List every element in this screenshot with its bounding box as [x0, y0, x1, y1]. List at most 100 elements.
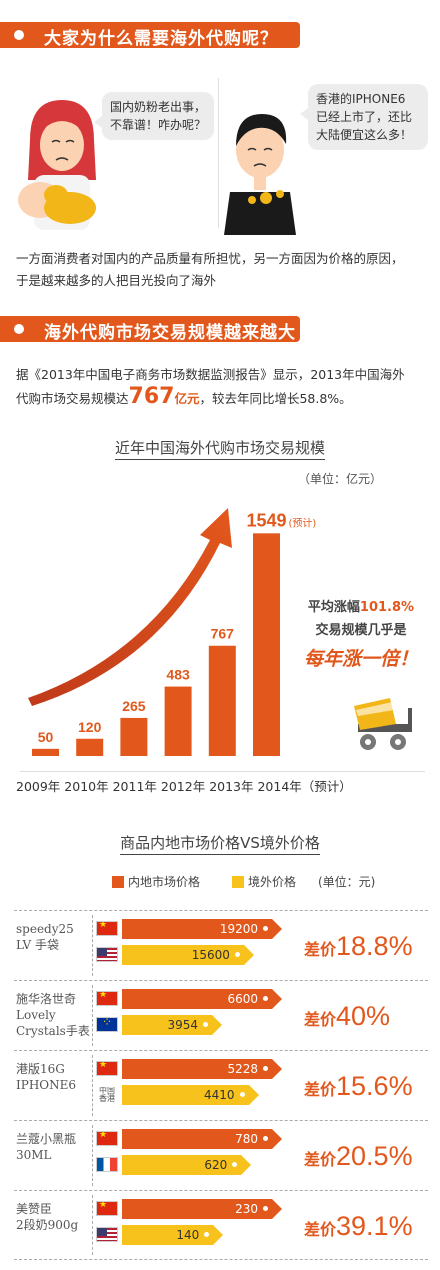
product-name: 美赞臣 2段奶900g: [16, 1201, 92, 1233]
bubble-line: 香港的IPHONE6: [316, 92, 406, 106]
section-header-scale: 海外代购市场交易规模越来越大: [0, 316, 440, 343]
bar-value-label: 483: [166, 667, 190, 683]
cn-flag-icon: [96, 921, 118, 936]
price-difference: 差价18.8%: [304, 931, 413, 962]
growth-bar: [164, 686, 192, 756]
bar-value-label: 50: [38, 729, 54, 745]
product-name-line: 美赞臣: [16, 1202, 53, 1216]
worried-man-icon: [224, 114, 296, 235]
legend-swatch: [232, 876, 244, 888]
left-speech-bubble: 国内奶粉老出事， 不靠谱！咋办呢？: [94, 92, 214, 140]
header-bar: [0, 316, 300, 342]
price-difference: 差价15.6%: [304, 1071, 413, 1102]
section-title: 海外代购市场交易规模越来越大: [44, 323, 296, 343]
illustration-scene: 国内奶粉老出事， 不靠谱！咋办呢？ 香港的IPHONE6 已经上市了，还比 大陆…: [0, 70, 440, 235]
row-separator: [92, 1055, 93, 1116]
intro-line: 一方面消费者对国内的产品质量有所担忧，另一方面因为价格的原因，: [16, 251, 404, 266]
right-speech-bubble: 香港的IPHONE6 已经上市了，还比 大陆便宜这么多！: [300, 84, 428, 150]
x-tick-label: 2014年（预计）: [257, 779, 352, 794]
report-line: 代购市场交易规模达767亿元，较去年同比增长58.8%。: [16, 386, 428, 410]
product-name-line: 兰蔻小黑瓶: [16, 1132, 77, 1146]
header-dot-icon: [14, 30, 24, 40]
product-name-line: Lovely: [16, 1008, 56, 1022]
comparison-row: 施华洛世奇 Lovely Crystals手表 6600 3954 差价40%: [14, 980, 428, 1050]
report-line: 据《2013年中国电子商务市场数据监测报告》显示，2013年中国海外: [16, 367, 405, 382]
growth-note-line3: 每年涨一倍！: [303, 648, 418, 670]
product-name-line: 施华洛世奇: [16, 992, 77, 1006]
row-separator: [92, 1125, 93, 1186]
product-name-line: LV 手袋: [16, 938, 60, 952]
diff-label: 差价: [304, 1150, 337, 1169]
highlight-unit: 亿元: [174, 391, 200, 406]
scene-divider: [218, 78, 219, 228]
eu-flag-icon: [96, 1017, 118, 1032]
cn-flag-icon: [96, 991, 118, 1006]
cn-flag-icon: [96, 1201, 118, 1216]
row-separator: [92, 985, 93, 1046]
growth-unit-note: （单位：亿元）: [298, 472, 383, 486]
x-tick-label: 2011年: [112, 779, 157, 794]
product-name: speedy25 LV 手袋: [16, 921, 92, 953]
x-axis-labels: 2009年 2010年 2011年 2012年 2013年 2014年（预计）: [16, 776, 352, 795]
growth-bar: [253, 533, 280, 756]
hk-flag-icon: 中国 香港: [96, 1087, 118, 1102]
growth-bar-chart: 50 120 265 483 767 1549 (预计): [28, 508, 317, 756]
domestic-price-value: 230: [235, 1199, 272, 1219]
diff-value: 39.1%: [336, 1211, 413, 1241]
price-difference: 差价40%: [304, 1001, 390, 1032]
bubble-line: 大陆便宜这么多！: [316, 128, 413, 142]
product-name-line: Crystals手表: [16, 1024, 90, 1038]
bubble-line: 不靠谱！咋办呢？: [110, 118, 207, 132]
legend-domestic: 内地市场价格: [112, 873, 200, 890]
cement-mixer-icon: [354, 698, 412, 750]
intro-paragraph: 一方面消费者对国内的产品质量有所担忧，另一方面因为价格的原因， 于是越来越多的人…: [16, 248, 428, 292]
bubble-line: 已经上市了，还比: [316, 110, 413, 124]
legend-unit: (单位：元): [318, 875, 376, 889]
row-separator: [92, 1195, 93, 1255]
row-separator: [92, 915, 93, 976]
growth-bar: [32, 748, 59, 756]
x-axis-line: [20, 771, 425, 772]
domestic-price-value: 19200: [220, 919, 272, 939]
flag-text: 香港: [99, 1094, 115, 1103]
comparison-row: 兰蔻小黑瓶 30ML 780 620 差价20.5%: [14, 1120, 428, 1190]
overseas-price-value: 3954: [167, 1015, 212, 1035]
product-name-line: 30ML: [16, 1148, 52, 1162]
worried-mother-icon: [18, 100, 96, 230]
growth-note-line1: 平均涨幅101.8%: [307, 600, 415, 615]
fr-flag-icon: [96, 1157, 118, 1172]
overseas-price-value: 4410: [204, 1085, 249, 1105]
diff-value: 18.8%: [336, 931, 413, 961]
product-name: 港版16G IPHONE6: [16, 1061, 92, 1093]
overseas-price-value: 620: [204, 1155, 241, 1175]
cn-flag-icon: [96, 1061, 118, 1076]
product-name: 兰蔻小黑瓶 30ML: [16, 1131, 92, 1163]
domestic-price-value: 780: [235, 1129, 272, 1149]
section-title: 大家为什么需要海外代购呢？: [44, 29, 278, 49]
report-suffix: ，较去年同比增长58.8%。: [199, 391, 352, 406]
bar-value-label: 120: [78, 719, 102, 735]
x-tick-label: 2012年: [160, 779, 206, 794]
growth-rate-value: 101.8%: [359, 600, 415, 615]
domestic-price-value: 5228: [227, 1059, 272, 1079]
characters-illustration: [18, 100, 296, 235]
price-difference: 差价39.1%: [304, 1211, 413, 1242]
diff-label: 差价: [304, 940, 337, 959]
header-bar: [0, 22, 300, 48]
growth-chart-title: 近年中国海外代购市场交易规模: [0, 437, 440, 460]
product-name-line: IPHONE6: [16, 1078, 77, 1092]
bubble-line: 国内奶粉老出事，: [110, 100, 207, 114]
growth-bar: [120, 717, 148, 756]
growth-note-line2: 交易规模几乎是: [315, 623, 407, 638]
growth-bar: [76, 738, 104, 756]
overseas-price-value: 15600: [192, 945, 244, 965]
report-paragraph: 据《2013年中国电子商务市场数据监测报告》显示，2013年中国海外 代购市场交…: [16, 364, 428, 410]
us-flag-icon: [96, 947, 118, 962]
forecast-tag: (预计): [289, 516, 317, 529]
growth-bar: [208, 645, 236, 756]
product-name-line: speedy25: [16, 922, 74, 936]
bar-value-label: 265: [122, 698, 146, 714]
diff-value: 20.5%: [336, 1141, 413, 1171]
